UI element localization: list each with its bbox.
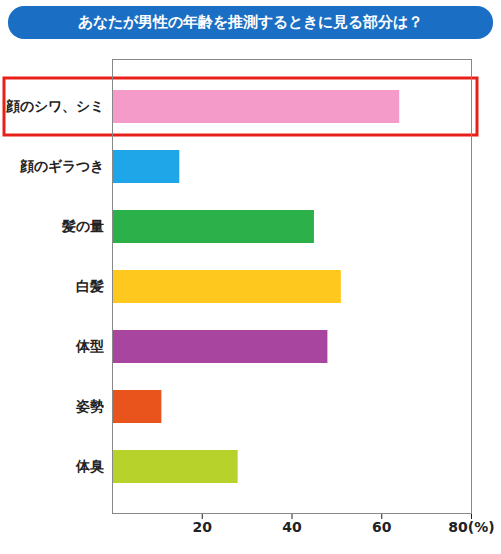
svg-text:白髪: 白髪 [76, 278, 104, 294]
html-text:あなたが男性の年齢を推測するときに見る部分は？: あなたが男性の年齢を推測するときに見る部分は？ [78, 13, 423, 31]
svg-text:体型: 体型 [75, 338, 104, 354]
svg-text:顔のギラつき: 顔のギラつき [19, 158, 104, 174]
svg-text:60: 60 [372, 519, 392, 535]
svg-text:体臭: 体臭 [75, 458, 104, 474]
svg-text:40: 40 [282, 519, 302, 535]
svg-text:顔のシワ、シミ: 顔のシワ、シミ [5, 98, 104, 114]
svg-text:80(%): 80(%) [448, 519, 494, 535]
svg-text:姿勢: 姿勢 [75, 398, 104, 414]
svg-text:20: 20 [193, 519, 213, 535]
svg-text:髪の量: 髪の量 [61, 218, 104, 234]
